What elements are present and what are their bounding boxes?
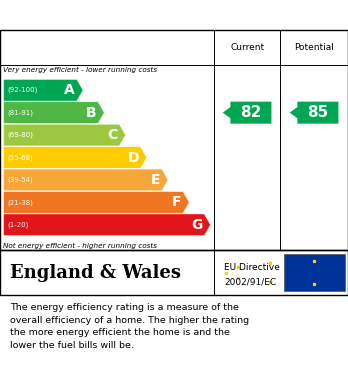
Text: Energy Efficiency Rating: Energy Efficiency Rating xyxy=(69,7,279,23)
Text: EU Directive: EU Directive xyxy=(224,264,280,273)
Text: E: E xyxy=(151,173,160,187)
Polygon shape xyxy=(223,102,271,124)
Text: C: C xyxy=(107,128,118,142)
Polygon shape xyxy=(3,147,147,169)
Text: Current: Current xyxy=(230,43,264,52)
Polygon shape xyxy=(3,124,126,146)
Text: 82: 82 xyxy=(240,105,262,120)
Text: 2002/91/EC: 2002/91/EC xyxy=(224,278,277,287)
Polygon shape xyxy=(290,102,339,124)
Polygon shape xyxy=(3,214,211,236)
Text: D: D xyxy=(127,151,139,165)
Bar xyxy=(284,254,345,291)
Text: The energy efficiency rating is a measure of the
overall efficiency of a home. T: The energy efficiency rating is a measur… xyxy=(10,303,250,350)
Polygon shape xyxy=(3,102,104,124)
Polygon shape xyxy=(3,169,168,191)
Text: (81-91): (81-91) xyxy=(8,109,34,116)
Text: G: G xyxy=(191,218,203,232)
Text: (21-38): (21-38) xyxy=(8,199,33,206)
Polygon shape xyxy=(3,192,189,213)
Text: Potential: Potential xyxy=(294,43,334,52)
Text: (55-68): (55-68) xyxy=(8,154,33,161)
Polygon shape xyxy=(3,79,83,101)
Text: B: B xyxy=(86,106,96,120)
Text: England & Wales: England & Wales xyxy=(10,264,181,282)
Text: F: F xyxy=(172,196,181,209)
Text: (1-20): (1-20) xyxy=(8,222,29,228)
Text: (92-100): (92-100) xyxy=(8,87,38,93)
Text: 85: 85 xyxy=(307,105,329,120)
Text: Not energy efficient - higher running costs: Not energy efficient - higher running co… xyxy=(3,243,158,249)
Text: A: A xyxy=(64,83,75,97)
Text: (39-54): (39-54) xyxy=(8,177,33,183)
Text: Very energy efficient - lower running costs: Very energy efficient - lower running co… xyxy=(3,67,158,73)
Text: (69-80): (69-80) xyxy=(8,132,34,138)
